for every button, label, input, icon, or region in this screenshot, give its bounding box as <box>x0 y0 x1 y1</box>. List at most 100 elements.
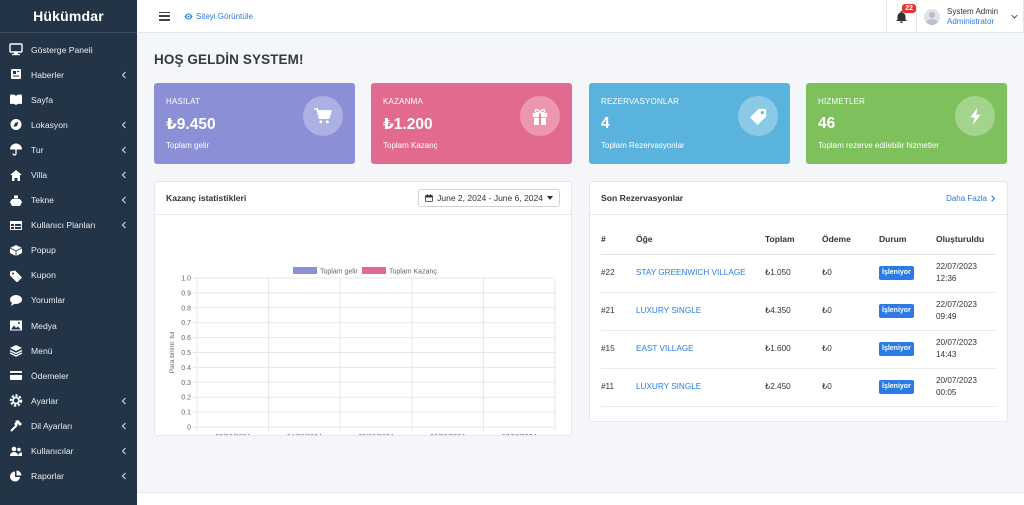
sidebar-item[interactable]: Tur <box>0 137 137 162</box>
cart-icon <box>303 96 343 136</box>
y-tick-label: 0.8 <box>181 305 191 312</box>
column-header: # <box>601 224 636 255</box>
box-icon <box>9 244 23 256</box>
x-tick-label: 07/06/2024 <box>502 434 537 435</box>
reservations-table: # Öğe Toplam Ödeme Durum Oluşturuldu #22… <box>601 224 996 407</box>
sidebar-item-label: Tekne <box>31 195 54 206</box>
stat-card-reservations: REZERVASYONLAR 4 Toplam Rezervasyonlar <box>589 83 790 164</box>
sidebar-item-label: Popup <box>31 245 56 256</box>
credit-card-icon <box>9 370 23 382</box>
view-site-link[interactable]: Siteyi Görüntüle <box>184 12 253 21</box>
y-tick-label: 0 <box>187 425 191 432</box>
main-content: HOŞ GELDİN SYSTEM! HASILAT ₺9.450 Toplam… <box>137 33 1024 492</box>
reservation-status-cell: İşleniyor <box>879 330 936 369</box>
sidebar-item[interactable]: Raporlar <box>0 464 137 489</box>
reservation-item-link[interactable]: EAST VILLAGE <box>636 330 765 369</box>
y-tick-label: 0.4 <box>181 365 191 372</box>
sidebar-item[interactable]: Popup <box>0 238 137 263</box>
y-axis-title: Para birimi: tul <box>169 331 176 373</box>
y-tick-label: 1.0 <box>181 276 191 283</box>
sidebar-item[interactable]: Kupon <box>0 263 137 288</box>
brand-logo[interactable]: Hükümdar <box>0 0 137 33</box>
table-icon <box>9 219 23 231</box>
created-time: 09:49 <box>936 312 957 321</box>
chevron-down-icon <box>1011 14 1018 19</box>
sidebar-item[interactable]: Kullanıcı Planları <box>0 213 137 238</box>
reservation-total: ₺2.450 <box>765 368 822 407</box>
notifications-button[interactable]: 22 <box>886 0 917 33</box>
monitor-icon <box>9 43 23 56</box>
sidebar-item[interactable]: Gösterge Paneli <box>0 37 137 62</box>
table-row: #11 LUXURY SINGLE ₺2.450 ₺0 İşleniyor 20/07/2… <box>601 368 996 407</box>
reservation-created: 20/07/2023 14:43 <box>936 330 996 369</box>
sidebar-item[interactable]: Lokasyon <box>0 112 137 137</box>
sidebar: Hükümdar Gösterge Paneli Haberler Sayfa Lok… <box>0 0 137 505</box>
sidebar-item-label: Dil Ayarları <box>31 420 73 431</box>
reservation-total: ₺4.350 <box>765 292 822 331</box>
stat-card-services: HİZMETLER 46 Toplam rezerve edilebilir h… <box>806 83 1007 164</box>
table-header-row: # Öğe Toplam Ödeme Durum Oluşturuldu <box>601 224 996 255</box>
layers-icon <box>9 345 23 357</box>
bell-icon <box>896 10 907 23</box>
sidebar-item[interactable]: Villa <box>0 162 137 187</box>
compass-icon <box>9 119 23 131</box>
sidebar-item-label: Tur <box>31 144 44 155</box>
sidebar-item[interactable]: Menü <box>0 338 137 363</box>
sidebar-item-label: Gösterge Paneli <box>31 44 93 55</box>
y-tick-label: 0.5 <box>181 350 191 357</box>
earnings-chart-panel: Kazanç istatistikleri June 2, 2024 - Jun… <box>154 181 572 436</box>
chevron-left-icon <box>120 422 128 430</box>
status-badge: İşleniyor <box>879 266 914 280</box>
reservation-item-link[interactable]: LUXURY SINGLE <box>636 368 765 407</box>
stat-card-earnings: KAZANMA ₺1.200 Toplam Kazanç <box>371 83 572 164</box>
reservation-paid: ₺0 <box>822 292 879 331</box>
card-value: 4 <box>601 115 610 132</box>
x-tick-label: 03/06/2024 <box>215 434 250 435</box>
x-tick-label: 06/06/2024 <box>430 434 465 435</box>
reservation-id: #15 <box>601 330 636 369</box>
legend-swatch <box>293 267 317 274</box>
reservation-item-link[interactable]: LUXURY SINGLE <box>636 292 765 331</box>
sidebar-item[interactable]: Ödemeler <box>0 363 137 388</box>
sidebar-item[interactable]: Ayarlar <box>0 388 137 413</box>
status-badge: İşleniyor <box>879 304 914 318</box>
column-header: Durum <box>879 224 936 255</box>
user-menu[interactable]: System Admin Administrator <box>917 0 1024 33</box>
legend-label: Toplam gelir <box>320 269 358 276</box>
sidebar-item-label: Menü <box>31 345 53 356</box>
image-icon <box>9 320 23 332</box>
created-time: 00:05 <box>936 388 957 397</box>
table-row: #15 EAST VILLAGE ₺1.600 ₺0 İşleniyor 20/07/20… <box>601 330 996 369</box>
sidebar-item-label: Raporlar <box>31 471 64 482</box>
reservation-id: #11 <box>601 368 636 407</box>
sidebar-item-label: Kullanıcılar <box>31 446 74 457</box>
reservation-id: #22 <box>601 254 636 293</box>
y-tick-label: 0.7 <box>181 320 191 327</box>
card-subtitle: Toplam Rezervasyonlar <box>601 141 685 150</box>
reservation-item-link[interactable]: STAY GREENWICH VILLAGE <box>636 254 765 293</box>
chevron-left-icon <box>120 221 128 229</box>
table-row: #22 STAY GREENWICH VILLAGE ₺1.050 ₺0 İşleniy… <box>601 254 996 293</box>
sidebar-item[interactable]: Medya <box>0 313 137 338</box>
sidebar-item[interactable]: Dil Ayarları <box>0 413 137 438</box>
user-role: Administrator <box>947 16 995 26</box>
sidebar-item[interactable]: Yorumlar <box>0 288 137 313</box>
users-icon <box>9 445 23 457</box>
sidebar-item[interactable]: Sayfa <box>0 87 137 112</box>
card-title: HİZMETLER <box>818 97 866 106</box>
sidebar-item[interactable]: Tekne <box>0 188 137 213</box>
tag-icon <box>9 269 23 282</box>
menu-toggle-icon[interactable] <box>159 11 170 21</box>
ship-icon <box>9 194 23 206</box>
topbar-right: 22 System Admin Administrator <box>886 0 1024 33</box>
card-subtitle: Toplam gelir <box>166 141 210 150</box>
table-row: #21 LUXURY SINGLE ₺4.350 ₺0 İşleniyor 22/07/2… <box>601 292 996 331</box>
see-more-link[interactable]: Daha Fazla <box>946 194 996 203</box>
date-range-picker[interactable]: June 2, 2024 - June 6, 2024 <box>418 189 560 207</box>
sidebar-item[interactable]: Haberler <box>0 62 137 87</box>
reservation-total: ₺1.050 <box>765 254 822 293</box>
sidebar-item[interactable]: Kullanıcılar <box>0 439 137 464</box>
footer <box>137 492 1024 505</box>
reservation-created: 22/07/2023 12:36 <box>936 254 996 293</box>
newspaper-icon <box>9 69 23 81</box>
